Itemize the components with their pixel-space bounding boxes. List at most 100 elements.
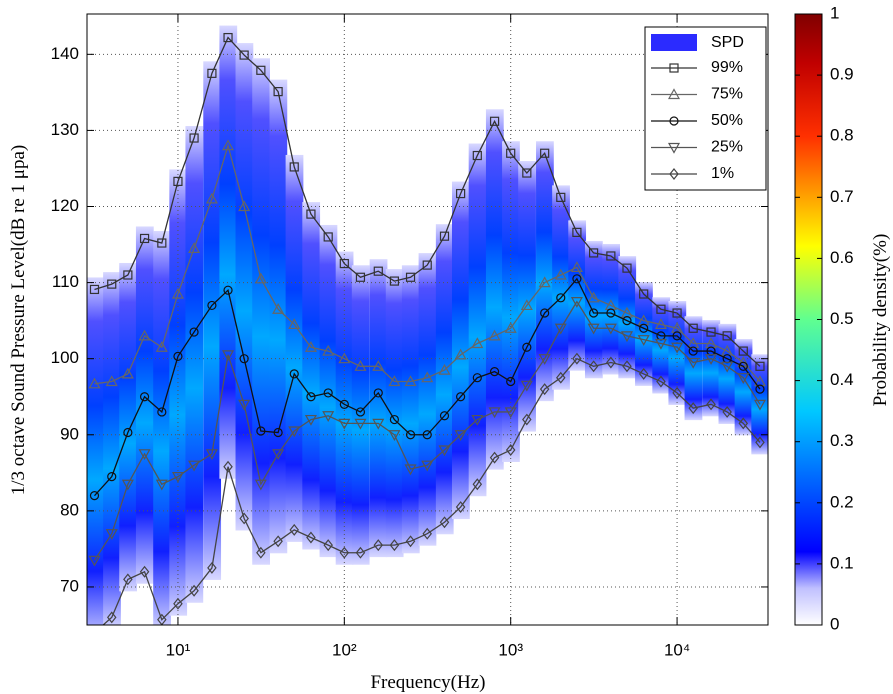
marker: [289, 369, 299, 379]
spd-band: [536, 141, 554, 402]
marker: [288, 426, 301, 438]
marker: [88, 377, 101, 389]
marker: [654, 318, 667, 330]
marker: [455, 501, 466, 514]
marker: [189, 327, 199, 337]
y-tick-label: 100: [51, 348, 79, 367]
plot-frame: [86, 13, 769, 626]
marker: [139, 565, 150, 578]
series-line: [94, 143, 761, 385]
marker: [388, 430, 401, 442]
marker: [422, 260, 432, 270]
lines: [88, 32, 766, 625]
colorbar-tick-label: 0.6: [830, 248, 854, 267]
marker: [606, 308, 616, 318]
marker: [306, 209, 316, 219]
marker: [273, 535, 283, 548]
marker: [254, 272, 267, 284]
spd-band: [385, 269, 404, 558]
spd-band: [751, 354, 768, 455]
marker: [540, 148, 550, 158]
marker: [322, 411, 335, 422]
marker: [338, 418, 351, 430]
x-tick-label: 10³: [498, 640, 523, 659]
x-axis-label: Frequency(Hz): [370, 672, 485, 693]
marker: [157, 407, 167, 417]
marker: [421, 460, 434, 472]
marker: [538, 354, 551, 365]
marker: [572, 227, 582, 237]
marker: [273, 427, 283, 438]
marker: [123, 270, 133, 280]
marker: [223, 460, 233, 473]
marker: [706, 398, 716, 411]
y-tick-label: 130: [51, 120, 79, 139]
marker: [205, 449, 218, 461]
marker: [323, 388, 333, 398]
marker: [139, 392, 150, 402]
marker: [256, 546, 266, 559]
marker: [622, 316, 632, 326]
spd-band: [418, 253, 437, 546]
marker: [672, 308, 682, 318]
marker: [672, 331, 682, 341]
marker: [454, 430, 467, 442]
marker: [587, 291, 600, 303]
colorbar-tick-label: 0.4: [830, 370, 854, 389]
spd-band: [285, 154, 304, 542]
marker: [753, 399, 766, 411]
marker: [373, 266, 383, 276]
y-axis-label: 1/3 octave Sound Pressure Level(dB re 1 …: [8, 145, 29, 496]
spd-band: [351, 265, 370, 565]
marker: [155, 341, 168, 352]
marker: [107, 279, 117, 289]
marker: [589, 248, 599, 258]
marker: [173, 351, 183, 362]
marker: [207, 300, 217, 311]
marker: [121, 479, 134, 491]
marker: [688, 402, 698, 415]
marker: [622, 263, 632, 273]
marker: [456, 188, 466, 199]
marker: [289, 162, 299, 172]
marker: [755, 361, 765, 371]
marker: [354, 418, 367, 430]
marker: [738, 417, 749, 430]
colorbar-tick-label: 1: [830, 3, 839, 22]
marker: [520, 380, 533, 392]
marker: [155, 479, 168, 491]
marker: [654, 338, 667, 350]
marker: [223, 32, 233, 43]
marker: [472, 150, 482, 161]
spd-band: [485, 109, 504, 470]
marker: [489, 116, 500, 126]
colorbar-tick-label: 0.3: [830, 431, 854, 450]
marker: [669, 116, 679, 126]
spd-band: [119, 262, 138, 592]
marker: [222, 139, 235, 151]
marker: [355, 272, 366, 282]
marker: [388, 375, 401, 387]
marker: [488, 407, 501, 419]
marker: [254, 479, 267, 491]
legend-label: 50%: [711, 112, 743, 129]
marker: [587, 323, 600, 335]
marker: [123, 573, 133, 586]
marker: [373, 388, 383, 398]
marker: [223, 285, 233, 295]
marker: [389, 414, 400, 425]
marker: [273, 87, 283, 97]
spd-band: [185, 126, 204, 603]
marker: [438, 363, 451, 375]
marker: [489, 367, 500, 377]
marker: [672, 386, 682, 399]
x-tick-label: 10¹: [166, 640, 191, 659]
series-line: [94, 36, 761, 367]
marker: [306, 531, 316, 544]
marker: [189, 584, 199, 597]
legend-label: 75%: [711, 86, 743, 103]
legend: SPD 99% 75% 50% 25% 1%: [644, 26, 767, 191]
marker: [556, 192, 566, 202]
marker: [123, 427, 133, 438]
marker: [572, 274, 582, 284]
